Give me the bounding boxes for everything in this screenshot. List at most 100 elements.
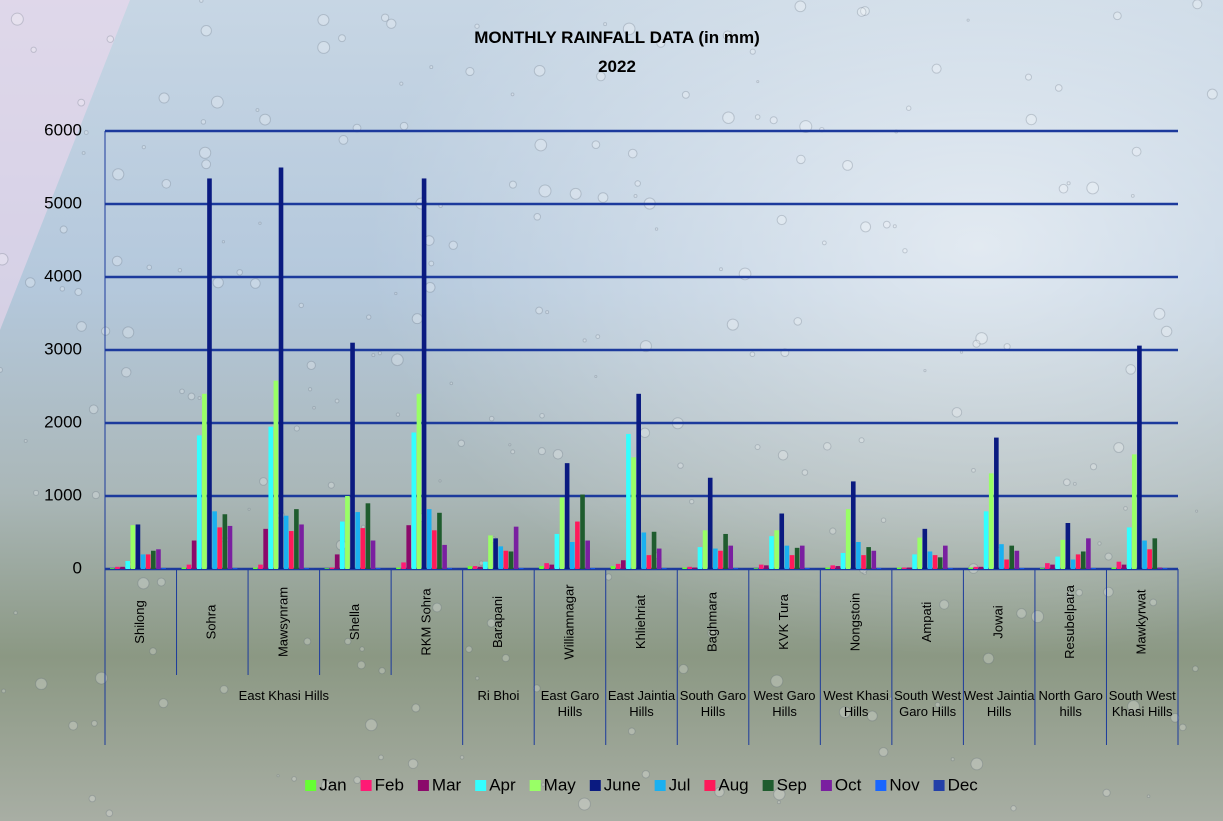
drop: [1058, 183, 1069, 194]
bar: [324, 568, 330, 569]
drop: [380, 13, 390, 22]
drop: [726, 318, 739, 331]
bar: [999, 544, 1004, 569]
drop: [23, 439, 28, 443]
drop: [146, 264, 152, 271]
drop: [0, 366, 3, 373]
bar: [799, 545, 805, 569]
drop: [1149, 598, 1158, 607]
bar: [232, 568, 238, 569]
drop: [714, 786, 725, 798]
bar: [488, 535, 493, 569]
bar: [805, 568, 810, 569]
drop: [137, 577, 150, 590]
corner-tint: [0, 0, 130, 330]
drop: [578, 797, 591, 811]
x-tick-label: KVK Tura: [776, 593, 791, 649]
drop: [860, 6, 870, 16]
drop: [356, 660, 366, 670]
drop: [582, 338, 587, 343]
drop: [1086, 181, 1100, 195]
drop: [1103, 586, 1114, 598]
drop: [158, 92, 170, 104]
bar: [161, 568, 166, 569]
drop: [1178, 723, 1187, 732]
drop: [149, 647, 157, 656]
legend-label: Oct: [835, 775, 862, 794]
bar: [610, 566, 616, 569]
drop: [902, 248, 908, 254]
drop: [539, 413, 545, 419]
drop: [291, 776, 297, 782]
bar: [590, 568, 596, 569]
bar: [697, 547, 703, 569]
drop: [74, 288, 83, 296]
bar: [196, 435, 202, 569]
drop: [681, 90, 690, 99]
bar: [1137, 345, 1142, 569]
drop: [486, 618, 496, 628]
bar: [912, 554, 917, 569]
y-tick-label: 4000: [44, 266, 82, 285]
bar: [120, 566, 125, 569]
drop: [312, 405, 316, 410]
bar: [575, 521, 580, 569]
bar: [355, 512, 360, 569]
x-tick-label: Williamnagar: [561, 584, 576, 660]
drop: [754, 444, 761, 450]
drop: [158, 698, 169, 709]
drop: [777, 450, 789, 461]
bar: [329, 567, 335, 569]
drop: [1003, 343, 1011, 351]
bar: [636, 393, 641, 569]
bar: [472, 566, 478, 569]
drop: [106, 35, 115, 43]
drop: [596, 71, 606, 82]
drop: [801, 469, 809, 476]
bar: [1157, 567, 1163, 569]
bar: [641, 532, 647, 569]
drop: [1025, 73, 1032, 81]
drop: [1170, 712, 1180, 723]
drop: [91, 491, 100, 500]
drop: [317, 14, 330, 27]
bar: [764, 565, 769, 569]
drop: [359, 646, 365, 652]
drop: [95, 671, 108, 685]
drop: [141, 145, 146, 150]
bar: [871, 550, 877, 569]
drop: [1054, 84, 1063, 92]
drop: [13, 610, 18, 615]
bar: [406, 525, 412, 569]
drop: [1025, 113, 1037, 126]
bar: [1019, 568, 1025, 569]
group-label: West Jaintia Hills: [963, 688, 1035, 719]
drop: [654, 227, 659, 231]
drop: [892, 224, 897, 229]
drop: [91, 720, 98, 727]
bar: [554, 533, 560, 569]
bar: [110, 568, 115, 569]
drop: [378, 754, 384, 761]
drop: [972, 339, 981, 348]
drop: [1125, 364, 1136, 375]
x-tick-label: Mawkyrwat: [1134, 589, 1149, 654]
bar: [794, 547, 800, 569]
bar: [825, 567, 830, 569]
drop: [1031, 610, 1045, 624]
drop: [939, 599, 950, 610]
drop: [770, 674, 784, 688]
drop: [603, 22, 608, 27]
bar: [1060, 539, 1066, 569]
drop: [317, 41, 331, 54]
bar: [253, 567, 258, 569]
bar: [835, 566, 841, 569]
group-label: North Garo hills: [1038, 688, 1103, 719]
x-tick-label: Barapani: [490, 596, 505, 648]
bar: [994, 437, 999, 569]
bar: [559, 497, 565, 569]
drop: [386, 18, 397, 29]
drop: [411, 313, 423, 325]
bar: [539, 566, 544, 569]
drop: [627, 727, 636, 736]
